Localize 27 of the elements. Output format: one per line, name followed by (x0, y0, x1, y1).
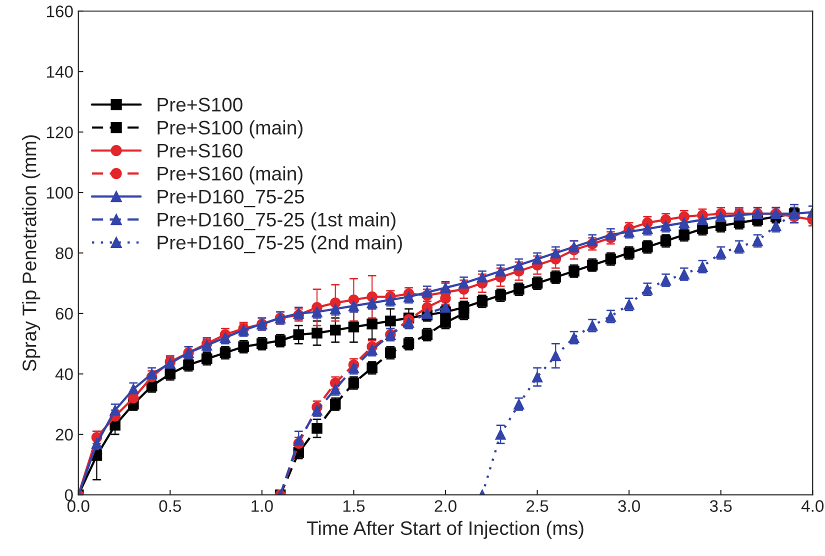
y-tick-label: 160 (46, 6, 73, 18)
y-tick-label: 100 (46, 186, 73, 199)
y-tick-label: 0 (64, 489, 73, 502)
y-tick-label: 120 (46, 126, 73, 138)
x-tick-label: 2.5 (526, 500, 548, 512)
x-tick-label: 0.0 (67, 500, 90, 512)
legend-label: Pre+S100 (main) (158, 120, 302, 138)
x-tick-label: 3.5 (710, 500, 732, 512)
x-tick-label: 0.5 (159, 500, 182, 512)
legend-label: Pre+D160_75-25 (2nd main) (158, 235, 402, 254)
y-axis-title: Spray Tip Penetration (mm) (22, 135, 40, 371)
y-tick-label: 140 (46, 66, 73, 78)
legend-label: Pre+S100 (158, 98, 242, 112)
x-tick-label: 4.0 (801, 500, 824, 512)
x-tick-label: 1.0 (252, 500, 273, 512)
x-tick-label: 3.0 (618, 500, 640, 512)
y-tick-label: 80 (56, 247, 73, 260)
x-axis-title: Time After Start of Injection (ms) (306, 520, 584, 539)
x-tick-label: 1.5 (343, 500, 365, 512)
y-tick-label: 20 (56, 428, 73, 441)
x-tick-label: 2.0 (434, 500, 456, 512)
y-tick-label: 60 (56, 308, 73, 320)
y-tick-label: 40 (55, 368, 73, 380)
legend-label: Pre+D160_75-25 (1st main) (158, 212, 396, 230)
legend-label: Pre+D160_75-25 (158, 190, 304, 208)
legend-label: Pre+S160 (main) (158, 166, 302, 184)
legend-label: Pre+S160 (158, 144, 242, 158)
